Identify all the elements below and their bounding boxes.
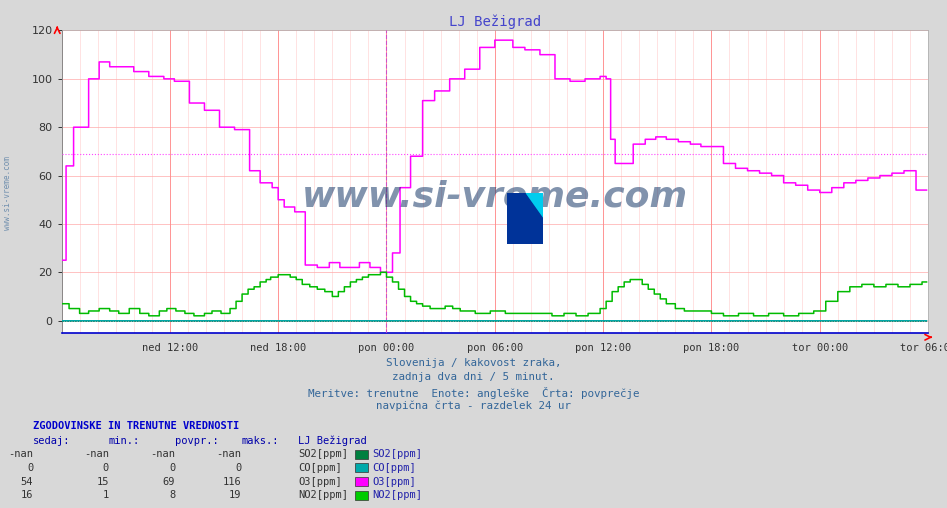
Text: tor 00:00: tor 00:00 xyxy=(792,343,848,353)
Text: Meritve: trenutne  Enote: angleške  Črta: povprečje: Meritve: trenutne Enote: angleške Črta: … xyxy=(308,387,639,399)
Text: min.:: min.: xyxy=(109,436,140,447)
Text: -nan: -nan xyxy=(84,449,109,459)
Text: tor 06:00: tor 06:00 xyxy=(900,343,947,353)
Text: 16: 16 xyxy=(21,490,33,500)
Title: LJ Bežigrad: LJ Bežigrad xyxy=(449,15,541,29)
Text: O3[ppm]: O3[ppm] xyxy=(372,477,416,487)
Text: ZGODOVINSKE IN TRENUTNE VREDNOSTI: ZGODOVINSKE IN TRENUTNE VREDNOSTI xyxy=(33,421,240,431)
Text: 1: 1 xyxy=(102,490,109,500)
Text: ned 12:00: ned 12:00 xyxy=(142,343,198,353)
Text: 0: 0 xyxy=(235,463,241,473)
Polygon shape xyxy=(507,193,543,244)
Text: pon 18:00: pon 18:00 xyxy=(684,343,740,353)
Polygon shape xyxy=(507,193,525,244)
Text: sedaj:: sedaj: xyxy=(33,436,71,447)
Text: -nan: -nan xyxy=(217,449,241,459)
Text: 0: 0 xyxy=(27,463,33,473)
Text: 69: 69 xyxy=(163,477,175,487)
Text: povpr.:: povpr.: xyxy=(175,436,219,447)
Polygon shape xyxy=(507,193,543,244)
Text: SO2[ppm]: SO2[ppm] xyxy=(298,449,348,459)
Polygon shape xyxy=(525,193,543,244)
Text: pon 00:00: pon 00:00 xyxy=(358,343,415,353)
Text: pon 06:00: pon 06:00 xyxy=(467,343,523,353)
Text: 8: 8 xyxy=(169,490,175,500)
Text: pon 12:00: pon 12:00 xyxy=(575,343,632,353)
Text: -nan: -nan xyxy=(151,449,175,459)
Text: Slovenija / kakovost zraka,: Slovenija / kakovost zraka, xyxy=(385,358,562,368)
Text: 0: 0 xyxy=(102,463,109,473)
Text: www.si-vreme.com: www.si-vreme.com xyxy=(3,156,12,230)
Text: www.si-vreme.com: www.si-vreme.com xyxy=(302,180,688,214)
Text: navpična črta - razdelek 24 ur: navpična črta - razdelek 24 ur xyxy=(376,401,571,411)
Text: maks.:: maks.: xyxy=(241,436,279,447)
Text: 54: 54 xyxy=(21,477,33,487)
Text: ned 18:00: ned 18:00 xyxy=(250,343,306,353)
Text: -nan: -nan xyxy=(9,449,33,459)
Text: 19: 19 xyxy=(229,490,241,500)
Text: 116: 116 xyxy=(223,477,241,487)
Text: CO[ppm]: CO[ppm] xyxy=(298,463,342,473)
Text: 15: 15 xyxy=(97,477,109,487)
Text: LJ Bežigrad: LJ Bežigrad xyxy=(298,436,367,447)
Text: O3[ppm]: O3[ppm] xyxy=(298,477,342,487)
Text: NO2[ppm]: NO2[ppm] xyxy=(372,490,422,500)
Text: zadnja dva dni / 5 minut.: zadnja dva dni / 5 minut. xyxy=(392,372,555,383)
Text: NO2[ppm]: NO2[ppm] xyxy=(298,490,348,500)
Text: 0: 0 xyxy=(169,463,175,473)
Text: SO2[ppm]: SO2[ppm] xyxy=(372,449,422,459)
Text: CO[ppm]: CO[ppm] xyxy=(372,463,416,473)
